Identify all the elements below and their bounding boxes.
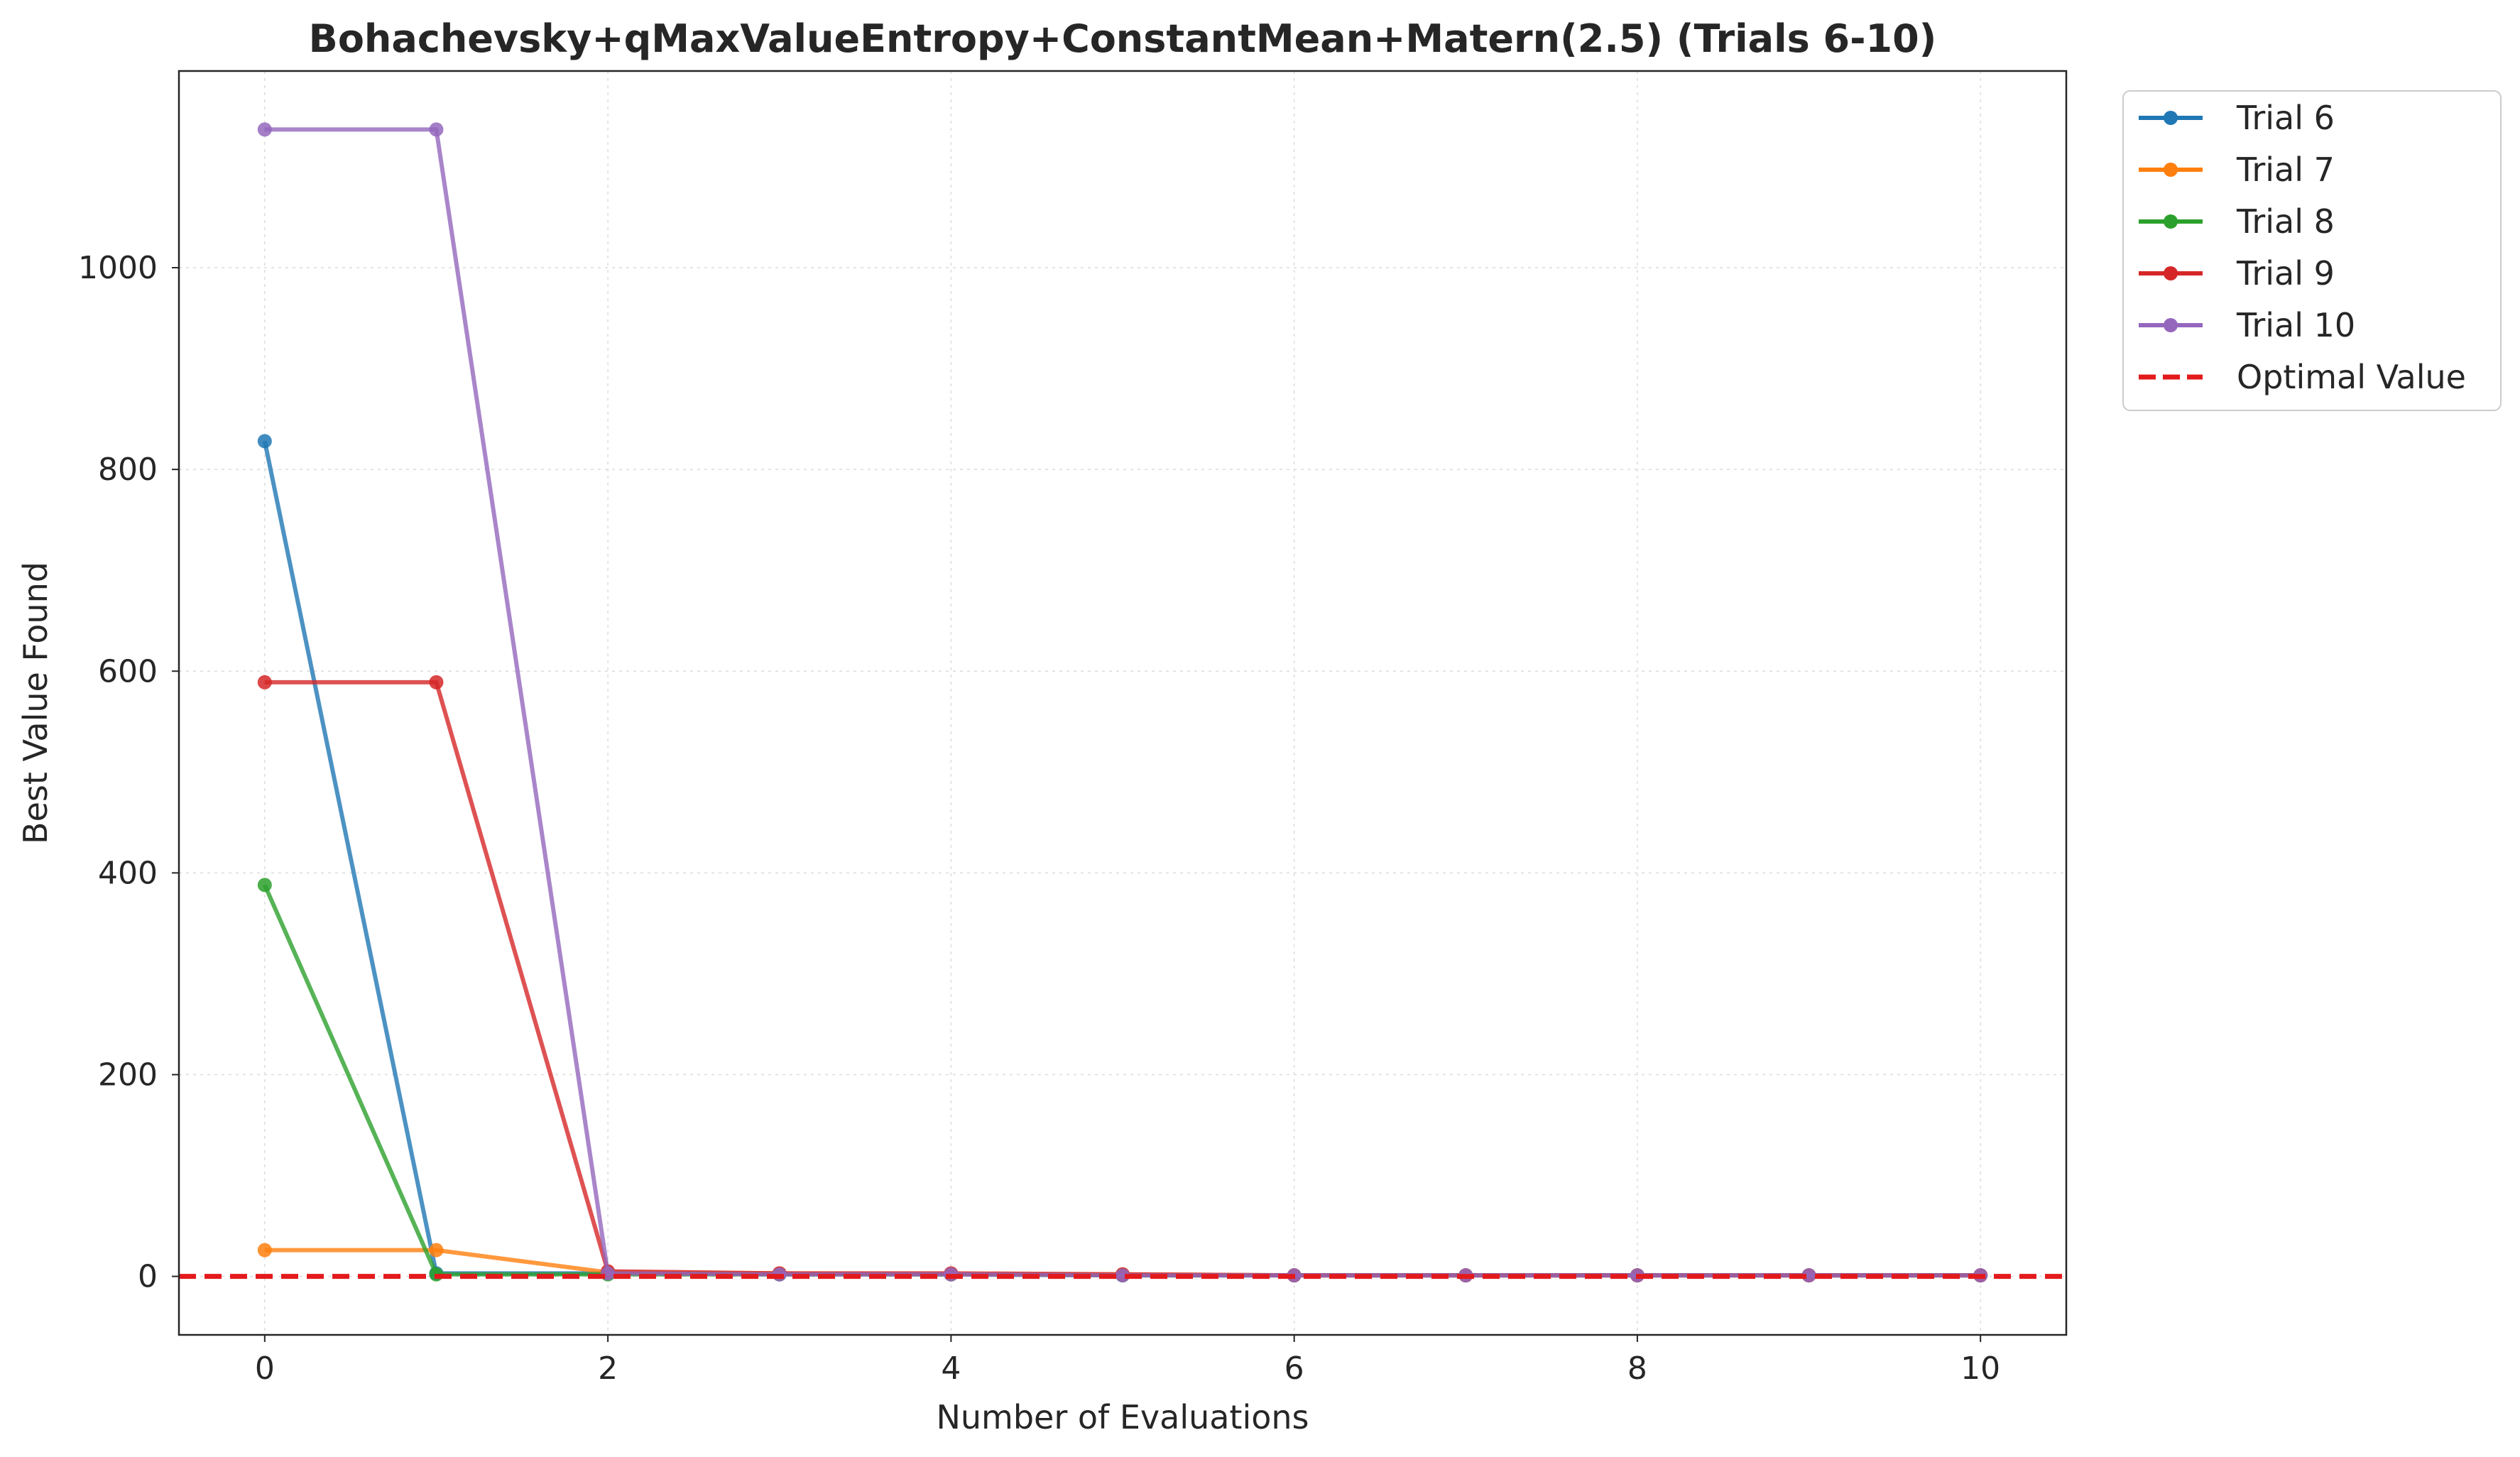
legend-marker <box>2164 163 2178 177</box>
legend-label: Trial 7 <box>2236 151 2335 189</box>
legend-item: Trial 10 <box>2139 306 2355 344</box>
legend-box <box>2122 90 2502 411</box>
y-tick-label: 0 <box>138 1259 158 1295</box>
legend-marker <box>2164 214 2178 229</box>
legend-label: Optimal Value <box>2237 358 2466 396</box>
x-tick-label: 10 <box>1960 1350 2000 1387</box>
legend-item: Trial 8 <box>2139 202 2335 241</box>
data-point <box>257 878 272 893</box>
data-point <box>257 1243 272 1257</box>
y-tick-label: 600 <box>98 653 158 689</box>
legend-item: Trial 6 <box>2139 99 2335 137</box>
legend: Trial 6 Trial 7 Trial 8 Trial 9 Trial 10 Opti… <box>2122 90 2502 411</box>
y-tick-label: 1000 <box>78 250 158 286</box>
x-tick-label: 6 <box>1284 1350 1304 1387</box>
legend-item: Optimal Value <box>2139 358 2466 396</box>
data-point <box>1116 1268 1130 1283</box>
data-point <box>429 122 444 137</box>
legend-label: Trial 10 <box>2236 306 2355 344</box>
data-point <box>257 675 272 689</box>
x-tick-label: 2 <box>598 1350 618 1387</box>
legend-marker <box>2164 266 2178 280</box>
y-axis: 0 200 400 600 800 1000 <box>78 250 179 1295</box>
x-axis: 0 2 4 6 8 10 <box>255 1335 2000 1387</box>
data-point <box>429 1243 444 1257</box>
y-tick-label: 400 <box>98 855 158 891</box>
data-point <box>1801 1268 1816 1283</box>
y-tick-label: 800 <box>98 452 158 488</box>
data-point <box>429 675 444 689</box>
x-tick-label: 0 <box>255 1350 275 1387</box>
y-axis-label: Best Value Found <box>16 562 55 844</box>
x-tick-label: 4 <box>941 1350 961 1387</box>
chart-title: Bohachevsky+qMaxValueEntropy+ConstantMea… <box>309 16 1937 61</box>
legend-label: Trial 8 <box>2236 202 2335 241</box>
plot-frame <box>178 70 2068 1336</box>
legend-label: Trial 6 <box>2236 99 2335 137</box>
x-tick-label: 8 <box>1627 1350 1647 1387</box>
legend-item: Trial 7 <box>2139 151 2335 189</box>
legend-label: Trial 9 <box>2236 254 2335 293</box>
plot-area <box>179 122 2066 1283</box>
data-point <box>257 434 272 449</box>
data-point <box>257 122 272 137</box>
legend-marker <box>2164 111 2178 125</box>
legend-item: Trial 9 <box>2139 254 2335 293</box>
x-axis-label: Number of Evaluations <box>936 1398 1309 1436</box>
legend-marker <box>2164 318 2178 332</box>
y-tick-label: 200 <box>98 1057 158 1093</box>
